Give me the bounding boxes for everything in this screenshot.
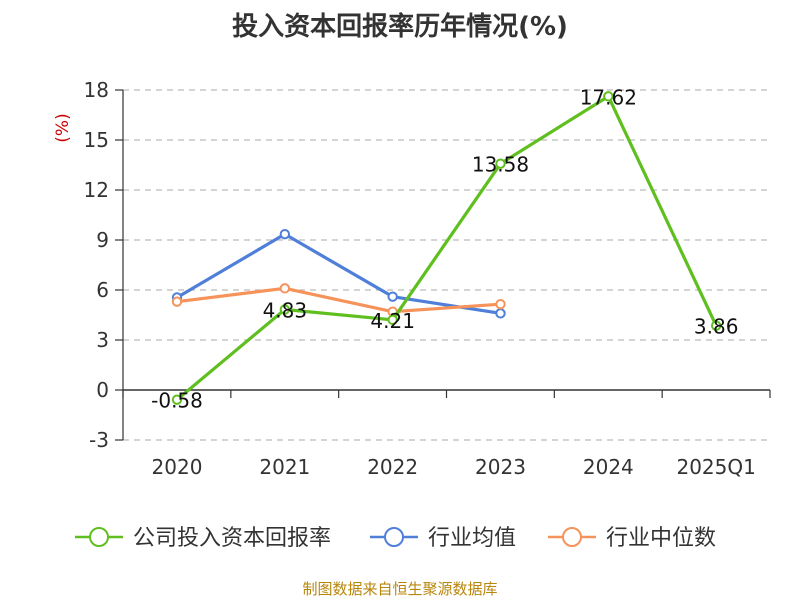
x-tick-label: 2022 — [367, 455, 418, 479]
data-point — [279, 228, 291, 240]
y-tick-label: 0 — [96, 378, 109, 402]
chart-title: 投入资本回报率历年情况(%) — [232, 12, 568, 42]
grid-lines — [123, 89, 770, 441]
legend: 公司投入资本回报率 行业均值 行业中位数 — [75, 526, 716, 551]
data-point — [279, 304, 291, 315]
x-tick-label: 2021 — [259, 455, 310, 479]
legend-marker — [89, 527, 109, 547]
data-label: 17.62 — [580, 85, 637, 109]
y-tick-label: 6 — [96, 278, 109, 302]
legend-marker — [562, 527, 582, 547]
data-labels: -0.58 4.83 4.21 13.58 17.62 3.86 — [151, 85, 738, 412]
data-label: 4.83 — [263, 299, 308, 323]
x-tick-label: 2025Q1 — [676, 455, 755, 479]
series-lines — [171, 91, 722, 405]
data-point — [710, 320, 722, 331]
y-tick-label: -3 — [89, 428, 109, 452]
series-line — [176, 286, 501, 314]
data-point — [171, 296, 183, 307]
y-tick-label: 3 — [96, 328, 109, 352]
legend-label: 公司投入资本回报率 — [133, 526, 331, 551]
series-line — [176, 232, 501, 315]
data-label: 4.21 — [370, 309, 415, 333]
source-note: 制图数据来自恒生聚源数据库 — [302, 580, 498, 598]
y-tick-label: 12 — [84, 178, 109, 202]
data-point — [387, 291, 398, 302]
x-tick-label: 2020 — [152, 455, 203, 479]
legend-label: 行业均值 — [428, 526, 516, 551]
data-point — [495, 298, 506, 310]
data-label: -0.58 — [151, 389, 203, 413]
data-point — [279, 283, 291, 294]
axes: -3 0 3 6 9 12 15 18 2020 2021 2022 2023 2024 2025Q1 — [84, 78, 771, 479]
y-tick-label: 18 — [84, 78, 109, 102]
series-line — [175, 94, 718, 401]
data-label: 3.86 — [694, 315, 739, 339]
data-point — [387, 314, 398, 326]
data-point — [495, 308, 506, 319]
legend-label: 行业中位数 — [606, 526, 716, 551]
y-tick-label: 15 — [84, 128, 109, 152]
data-point — [495, 158, 506, 169]
y-tick-label: 9 — [96, 228, 109, 252]
data-label: 13.58 — [472, 153, 529, 177]
data-point — [603, 91, 614, 102]
x-tick-label: 2023 — [475, 455, 526, 479]
y-axis-label: (%) — [53, 113, 73, 142]
legend-marker — [384, 527, 404, 547]
data-point — [171, 394, 183, 405]
x-tick-label: 2024 — [583, 455, 634, 479]
